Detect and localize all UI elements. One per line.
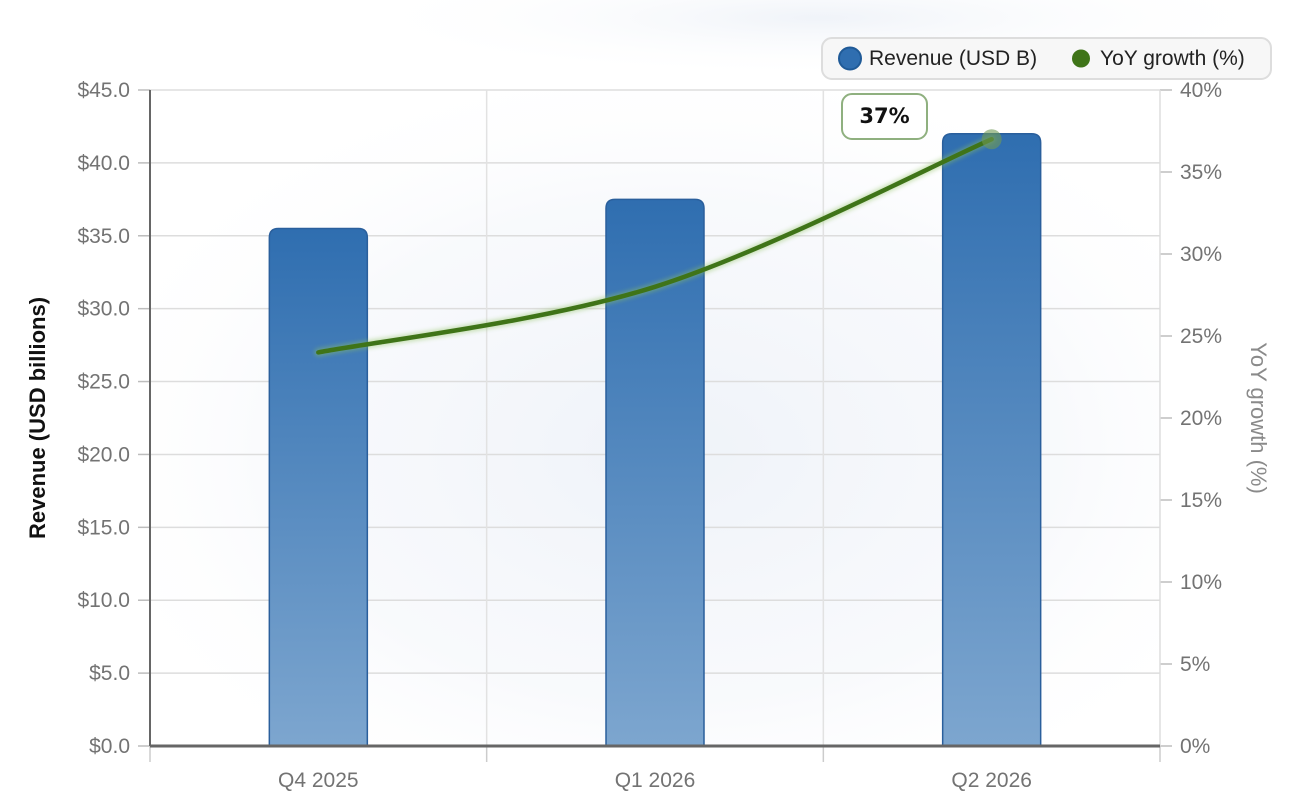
x-axis-tick-label: Q1 2026: [615, 769, 696, 792]
y-axis-tick-label: $5.0: [89, 662, 130, 685]
y-axis-tick-label: $10.0: [77, 589, 130, 612]
yoy-growth-point: [981, 129, 1002, 150]
y2-axis-title: YoY growth (%): [1246, 342, 1271, 494]
legend-label-revenue: Revenue (USD B): [869, 47, 1037, 70]
legend: Revenue (USD B) YoY growth (%): [821, 37, 1272, 80]
y2-axis-tick-label: 30%: [1180, 243, 1222, 266]
revenue-bar: [941, 132, 1042, 747]
x-axis-tick-label: Q2 2026: [951, 769, 1032, 792]
yoy-growth-line: [316, 136, 994, 355]
y-axis-tick-label: $30.0: [77, 298, 130, 321]
y-axis-tick-label: $0.0: [89, 735, 130, 758]
y2-axis-tick-label: 15%: [1180, 489, 1222, 512]
growth-callout: 37%: [841, 93, 928, 140]
labels-layer: $0.0 $5.0 $10.0 $15.0 $20.0 $25.0 $30.0 $35.0 $4…: [77, 79, 1222, 792]
y-axis-tick-label: $25.0: [77, 371, 130, 394]
line-layer: [314, 129, 1002, 357]
y2-axis-tick-label: 25%: [1180, 325, 1222, 348]
y-axis-tick-label: $15.0: [77, 516, 130, 539]
y2-axis-tick-label: 20%: [1180, 407, 1222, 430]
y2-axis-tick-label: 0%: [1180, 735, 1210, 758]
legend-label-yoy-growth: YoY growth (%): [1100, 47, 1245, 70]
x-axis-tick-label: Q4 2025: [278, 769, 359, 792]
y2-axis-tick-label: 40%: [1180, 79, 1222, 102]
y-axis-title: Revenue (USD billions): [25, 297, 50, 539]
growth-callout-label: 37%: [859, 104, 909, 128]
y2-axis-tick-label: 5%: [1180, 653, 1210, 676]
revenue-bar: [268, 227, 369, 747]
bars-layer: [268, 132, 1042, 747]
y-axis-tick-label: $20.0: [77, 443, 130, 466]
growth-callout-box: [841, 93, 928, 140]
y-axis-tick-label: $45.0: [77, 79, 130, 102]
y2-axis-tick-label: 10%: [1180, 571, 1222, 594]
legend-box: [821, 37, 1272, 80]
y-axis-tick-label: $40.0: [77, 152, 130, 175]
y-axis-tick-label: $35.0: [77, 225, 130, 248]
y2-axis-tick-label: 35%: [1180, 161, 1222, 184]
revenue-bar: [605, 198, 705, 747]
legend-marker-yoy-growth: [1072, 49, 1090, 68]
legend-marker-revenue: [838, 46, 862, 71]
axes-layer: [138, 89, 1172, 762]
